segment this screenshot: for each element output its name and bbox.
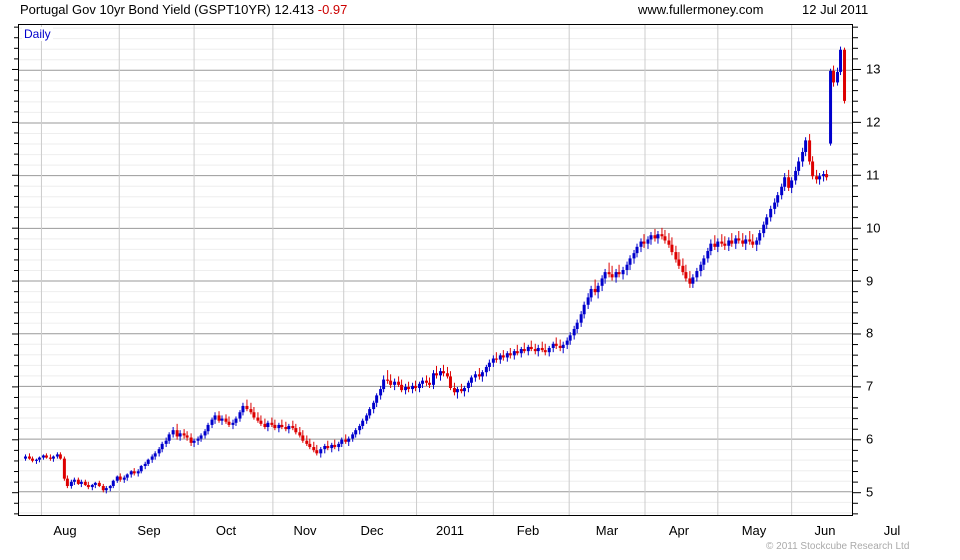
x-axis-tick-label: Aug: [53, 523, 77, 538]
chart-gridlines: [19, 25, 852, 515]
y-axis-tick-label: 10: [866, 220, 881, 236]
x-axis-tick-label: Oct: [215, 523, 237, 538]
x-axis-tick-label: Jul: [883, 523, 901, 538]
x-axis-tick-label: Jun: [814, 523, 836, 538]
x-axis-tick-label: 2011: [436, 523, 464, 538]
x-axis-tick-label: Sep: [137, 523, 161, 538]
x-axis-tick-label: Nov: [293, 523, 317, 538]
source-website-label: www.fullermoney.com: [638, 2, 764, 17]
y-axis-tick-label: 5: [866, 484, 874, 500]
y-axis-tick-label: 9: [866, 273, 874, 289]
frequency-label: Daily: [22, 27, 53, 41]
y-axis-tick-label: 7: [866, 378, 874, 394]
x-axis-tick-label: Dec: [360, 523, 384, 538]
x-axis-tick-label: Apr: [668, 523, 690, 538]
chart-title-text: Portugal Gov 10yr Bond Yield (GSPT10YR) …: [20, 2, 315, 17]
x-axis-tick-label: Feb: [516, 523, 540, 538]
chart-date-label: 12 Jul 2011: [802, 2, 869, 17]
y-axis-tick-label: 6: [866, 431, 874, 447]
chart-title: Portugal Gov 10yr Bond Yield (GSPT10YR) …: [20, 2, 347, 17]
x-axis-tick-label: May: [741, 523, 767, 538]
y-axis-tick-label: 8: [866, 325, 874, 341]
chart-title-change: -0.97: [317, 2, 348, 17]
x-axis-tick-label: Mar: [595, 523, 619, 538]
copyright-label: © 2011 Stockcube Research Ltd: [766, 541, 910, 552]
chart-plot-area: [18, 24, 853, 516]
y-axis-tick-label: 13: [866, 61, 881, 77]
candlestick-series: [23, 46, 847, 494]
y-axis-tick-label: 11: [866, 167, 880, 183]
y-axis-tick-label: 12: [866, 114, 881, 130]
